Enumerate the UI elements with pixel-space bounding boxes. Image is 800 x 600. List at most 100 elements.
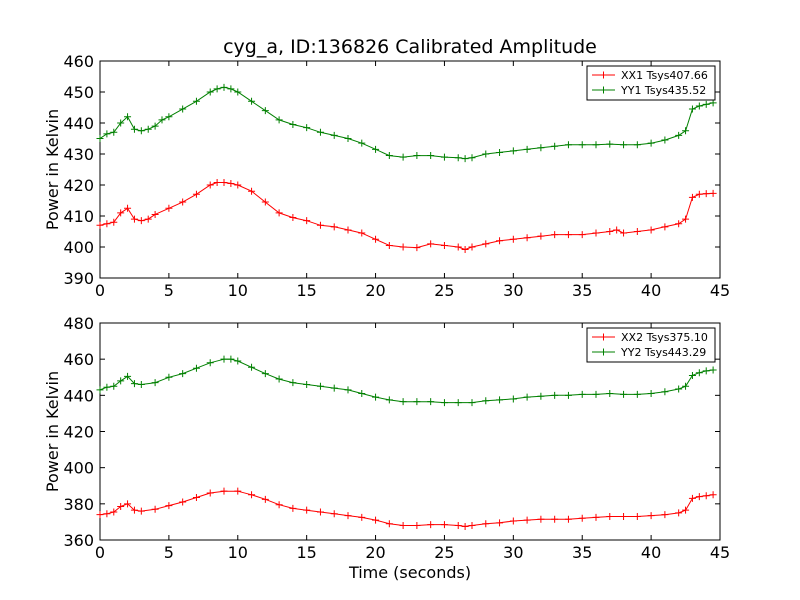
data-point-marker bbox=[454, 243, 462, 251]
data-point-marker bbox=[275, 116, 283, 124]
data-point-marker bbox=[592, 229, 600, 237]
x-tick-label: 5 bbox=[164, 543, 174, 562]
legend-label: XX1 Tsys407.66 bbox=[621, 69, 708, 82]
data-point-marker bbox=[702, 190, 710, 198]
data-point-marker bbox=[151, 122, 159, 130]
data-point-marker bbox=[151, 505, 159, 513]
data-point-marker bbox=[303, 124, 311, 132]
data-point-marker bbox=[675, 220, 683, 228]
data-point-marker bbox=[248, 491, 256, 499]
x-tick-label: 25 bbox=[434, 543, 454, 562]
x-tick-label: 40 bbox=[641, 281, 661, 300]
data-point-marker bbox=[523, 393, 531, 401]
x-tick-label: 5 bbox=[164, 281, 174, 300]
legend-marker bbox=[600, 86, 607, 94]
data-point-marker bbox=[110, 128, 118, 136]
data-point-marker bbox=[117, 503, 125, 511]
data-point-marker bbox=[606, 512, 614, 520]
data-point-marker bbox=[358, 139, 366, 147]
data-point-marker bbox=[344, 226, 352, 234]
data-point-marker bbox=[702, 100, 710, 108]
data-point-marker bbox=[130, 125, 138, 133]
data-point-marker bbox=[289, 121, 297, 129]
data-point-marker bbox=[303, 380, 311, 388]
data-point-marker bbox=[633, 512, 641, 520]
data-point-marker bbox=[330, 384, 338, 392]
y-tick-label: 430 bbox=[63, 145, 94, 164]
legend: XX2 Tsys375.10 YY2 Tsys443.29 bbox=[586, 327, 716, 363]
legend-entry: YY2 Tsys443.29 bbox=[592, 346, 706, 359]
data-point-marker bbox=[192, 494, 200, 502]
data-point-marker bbox=[399, 522, 407, 530]
data-point-marker bbox=[234, 181, 242, 189]
data-point-marker bbox=[330, 131, 338, 139]
data-point-marker bbox=[303, 506, 311, 514]
data-point-marker bbox=[179, 498, 187, 506]
x-tick-label: 35 bbox=[572, 543, 592, 562]
data-point-marker bbox=[454, 399, 462, 407]
data-point-marker bbox=[551, 142, 559, 150]
data-point-marker bbox=[413, 522, 421, 530]
data-point-marker bbox=[509, 147, 517, 155]
data-point-marker bbox=[248, 187, 256, 195]
data-point-marker bbox=[179, 370, 187, 378]
data-point-marker bbox=[110, 218, 118, 226]
y-tick-label: 380 bbox=[63, 495, 94, 514]
series-line bbox=[99, 490, 714, 527]
data-point-marker bbox=[234, 357, 242, 365]
data-point-marker bbox=[647, 226, 655, 234]
x-tick-label: 25 bbox=[434, 281, 454, 300]
data-point-marker bbox=[165, 204, 173, 212]
y-tick-label: 460 bbox=[63, 350, 94, 369]
data-point-marker bbox=[606, 390, 614, 398]
data-point-marker bbox=[137, 127, 145, 135]
data-point-marker bbox=[578, 231, 586, 239]
data-point-marker bbox=[709, 366, 717, 374]
data-point-marker bbox=[688, 494, 696, 502]
data-point-marker bbox=[385, 396, 393, 404]
data-point-marker bbox=[165, 373, 173, 381]
series-1 bbox=[96, 83, 717, 163]
data-point-marker bbox=[130, 506, 138, 514]
x-tick-label: 35 bbox=[572, 281, 592, 300]
data-point-marker bbox=[682, 127, 690, 135]
data-point-marker bbox=[358, 390, 366, 398]
data-point-marker bbox=[551, 515, 559, 523]
data-point-marker bbox=[289, 504, 297, 512]
data-point-marker bbox=[385, 241, 393, 249]
data-point-marker bbox=[509, 517, 517, 525]
data-point-marker bbox=[192, 190, 200, 198]
data-point-marker bbox=[413, 398, 421, 406]
data-point-marker bbox=[427, 240, 435, 248]
data-point-marker bbox=[124, 204, 132, 212]
data-point-marker bbox=[103, 510, 111, 518]
data-point-marker bbox=[661, 388, 669, 396]
data-point-marker bbox=[523, 145, 531, 153]
data-point-marker bbox=[647, 139, 655, 147]
y-axis-label: Power in Kelvin bbox=[43, 109, 62, 230]
data-point-marker bbox=[468, 399, 476, 407]
data-point-marker bbox=[130, 380, 138, 388]
data-point-marker bbox=[509, 235, 517, 243]
data-point-marker bbox=[144, 215, 152, 223]
x-tick-label: 10 bbox=[228, 543, 248, 562]
data-point-marker bbox=[688, 105, 696, 113]
data-point-marker bbox=[647, 512, 655, 520]
data-point-marker bbox=[137, 217, 145, 225]
y-tick-label: 480 bbox=[63, 314, 94, 333]
plot-frame bbox=[99, 60, 721, 279]
data-point-marker bbox=[675, 131, 683, 139]
data-point-marker bbox=[117, 377, 125, 385]
data-point-marker bbox=[454, 522, 462, 530]
data-point-marker bbox=[461, 522, 469, 530]
data-point-marker bbox=[117, 209, 125, 217]
data-point-marker bbox=[633, 390, 641, 398]
data-point-marker bbox=[578, 141, 586, 149]
data-point-marker bbox=[564, 231, 572, 239]
data-point-marker bbox=[427, 398, 435, 406]
y-tick-label: 400 bbox=[63, 238, 94, 257]
data-point-marker bbox=[213, 85, 221, 93]
data-point-marker bbox=[661, 511, 669, 519]
data-point-marker bbox=[551, 231, 559, 239]
data-point-marker bbox=[275, 501, 283, 509]
